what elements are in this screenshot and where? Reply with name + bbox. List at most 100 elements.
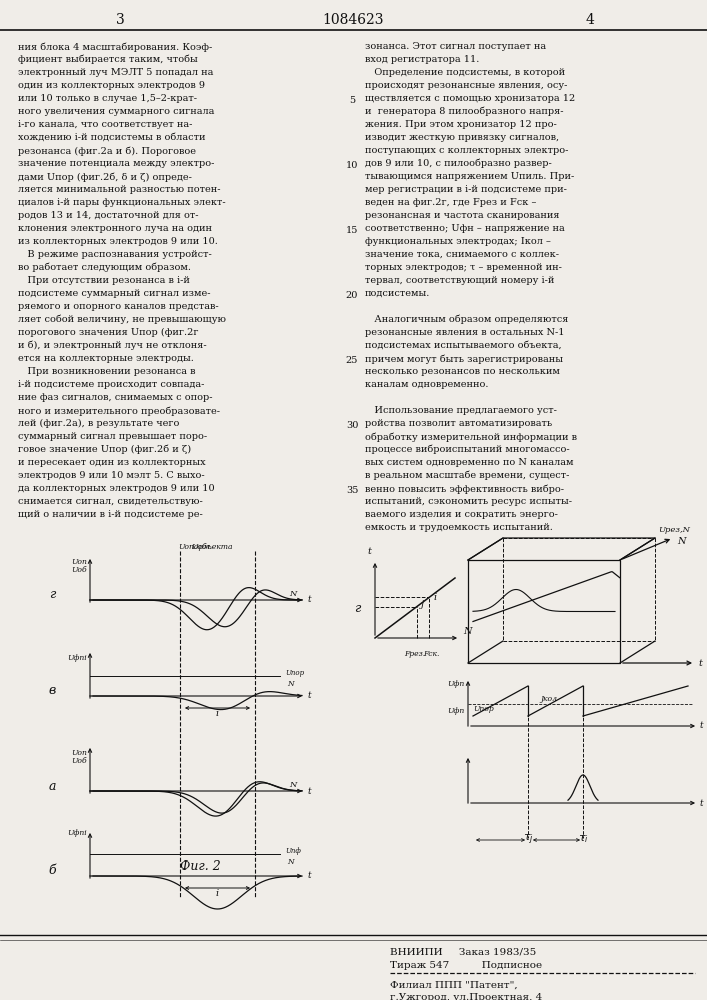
Text: Определение подсистемы, в которой: Определение подсистемы, в которой [365,68,565,77]
Text: б: б [48,864,56,878]
Text: подсистеме суммарный сигнал изме-: подсистеме суммарный сигнал изме- [18,289,211,298]
Text: значение тока, снимаемого с коллек-: значение тока, снимаемого с коллек- [365,250,559,259]
Text: мер регистрации в i-й подсистеме при-: мер регистрации в i-й подсистеме при- [365,185,567,194]
Text: функциональных электродах; Iкол –: функциональных электродах; Iкол – [365,237,551,246]
Text: вход регистратора 11.: вход регистратора 11. [365,55,479,64]
Text: ного увеличения суммарного сигнала: ного увеличения суммарного сигнала [18,107,214,116]
Text: 35: 35 [346,486,358,495]
Text: Uоп: Uоп [71,558,87,566]
Text: 15: 15 [346,226,358,235]
Text: i-й подсистеме происходит совпада-: i-й подсистеме происходит совпада- [18,380,204,389]
Text: Uфп: Uфп [448,707,465,715]
Text: торных электродов; τ – временной ин-: торных электродов; τ – временной ин- [365,263,562,272]
Text: t: t [700,722,703,730]
Text: щий о наличии в i-й подсистеме ре-: щий о наличии в i-й подсистеме ре- [18,510,203,519]
Text: $\tau_i$: $\tau_i$ [578,833,588,845]
Text: зонанса. Этот сигнал поступает на: зонанса. Этот сигнал поступает на [365,42,546,51]
Text: клонения электронного луча на один: клонения электронного луча на один [18,224,212,233]
Text: 20: 20 [346,291,358,300]
Text: да коллекторных электродов 9 или 10: да коллекторных электродов 9 или 10 [18,484,215,493]
Text: резонансные явления в остальных N-1: резонансные явления в остальных N-1 [365,328,564,337]
Text: Fск.: Fск. [423,650,440,658]
Text: ние фаз сигналов, снимаемых с опор-: ние фаз сигналов, снимаемых с опор- [18,393,213,402]
Text: Тираж 547          Подписное: Тираж 547 Подписное [390,960,542,970]
Text: i-го канала, что соответствует на-: i-го канала, что соответствует на- [18,120,192,129]
Text: обработку измерительной информации в: обработку измерительной информации в [365,432,577,442]
Text: несколько резонансов по нескольким: несколько резонансов по нескольким [365,367,560,376]
Text: и  генератора 8 пилообразного напря-: и генератора 8 пилообразного напря- [365,107,563,116]
Text: происходят резонансные явления, осу-: происходят резонансные явления, осу- [365,81,568,90]
Text: дов 9 или 10, с пилообразно развер-: дов 9 или 10, с пилообразно развер- [365,159,551,168]
Text: В режиме распознавания устройст-: В режиме распознавания устройст- [18,250,212,259]
Text: Uоб: Uоб [71,757,87,765]
Text: дами Uпор (фиг.2б, δ и ζ) опреде-: дами Uпор (фиг.2б, δ и ζ) опреде- [18,172,192,182]
Text: t: t [307,786,310,796]
Text: емкость и трудоемкость испытаний.: емкость и трудоемкость испытаний. [365,523,553,532]
Text: лей (фиг.2а), в результате чего: лей (фиг.2а), в результате чего [18,419,180,428]
Text: г: г [49,588,55,601]
Text: 25: 25 [346,356,358,365]
Text: 3: 3 [116,13,124,27]
Text: При возникновении резонанса в: При возникновении резонанса в [18,367,196,376]
Text: вых систем одновременно по N каналам: вых систем одновременно по N каналам [365,458,573,467]
Text: N: N [286,858,293,866]
Text: подсистемах испытываемого объекта,: подсистемах испытываемого объекта, [365,341,561,350]
Text: г: г [354,601,360,614]
Text: тывающимся напряжением Uпиль. При-: тывающимся напряжением Uпиль. При- [365,172,574,181]
Text: ляет собой величину, не превышающую: ляет собой величину, не превышающую [18,315,226,324]
Text: Uпф: Uпф [285,847,301,855]
Text: ществляется с помощью хронизатора 12: ществляется с помощью хронизатора 12 [365,94,575,103]
Text: тервал, соответствующий номеру i-й: тервал, соответствующий номеру i-й [365,276,554,285]
Text: Uфп: Uфп [448,680,465,688]
Text: ется на коллекторные электроды.: ется на коллекторные электроды. [18,354,194,363]
Text: При отсутствии резонанса в i-й: При отсутствии резонанса в i-й [18,276,190,285]
Text: N: N [289,781,297,789]
Text: венно повысить эффективность вибро-: венно повысить эффективность вибро- [365,484,564,493]
Text: Uоб: Uоб [71,566,87,574]
Text: 10: 10 [346,161,358,170]
Text: 5: 5 [349,96,355,105]
Text: Fрез.: Fрез. [404,650,425,658]
Text: N: N [286,680,293,688]
Text: соответственно; Uфн – напряжение на: соответственно; Uфн – напряжение на [365,224,565,233]
Text: ваемого изделия и сократить энерго-: ваемого изделия и сократить энерго- [365,510,558,519]
Text: в: в [48,684,56,698]
Text: Uобъекта: Uобъекта [192,543,233,551]
Text: циалов i-й пары функциональных элект-: циалов i-й пары функциональных элект- [18,198,226,207]
Text: суммарный сигнал превышает поро-: суммарный сигнал превышает поро- [18,432,207,441]
Text: t: t [367,548,371,556]
Text: ройства позволит автоматизировать: ройства позволит автоматизировать [365,419,552,428]
Text: 4: 4 [585,13,595,27]
Text: j: j [421,600,423,609]
Text: поступающих с коллекторных электро-: поступающих с коллекторных электро- [365,146,568,155]
Text: Jкол: Jкол [540,695,557,703]
Text: Uоп: Uоп [71,749,87,757]
Text: i: i [433,593,436,602]
Text: 30: 30 [346,421,358,430]
Text: Uфпi: Uфпi [67,654,87,662]
Text: резонанса (фиг.2а и б). Пороговое: резонанса (фиг.2а и б). Пороговое [18,146,196,155]
Text: порогового значения Uпор (фиг.2г: порогового значения Uпор (фиг.2г [18,328,199,337]
Text: веден на фиг.2г, где Fрез и Fск –: веден на фиг.2г, где Fрез и Fск – [365,198,537,207]
Text: Uпор: Uпор [473,705,493,713]
Text: Аналогичным образом определяются: Аналогичным образом определяются [365,315,568,324]
Text: каналам одновременно.: каналам одновременно. [365,380,489,389]
Text: i: i [216,710,219,718]
Text: резонансная и частота сканирования: резонансная и частота сканирования [365,211,559,220]
Text: $\tau_j$: $\tau_j$ [522,833,533,847]
Text: ряемого и опорного каналов представ-: ряемого и опорного каналов представ- [18,302,218,311]
Text: снимается сигнал, свидетельствую-: снимается сигнал, свидетельствую- [18,497,203,506]
Text: ВНИИПИ     Заказ 1983/35: ВНИИПИ Заказ 1983/35 [390,948,536,956]
Text: значение потенциала между электро-: значение потенциала между электро- [18,159,214,168]
Text: t: t [307,595,310,604]
Text: изводит жесткую привязку сигналов,: изводит жесткую привязку сигналов, [365,133,559,142]
Text: фициент выбирается таким, чтобы: фициент выбирается таким, чтобы [18,55,198,64]
Text: или 10 только в случае 1,5–2-крат-: или 10 только в случае 1,5–2-крат- [18,94,197,103]
Text: t: t [700,798,703,808]
Text: во работает следующим образом.: во работает следующим образом. [18,263,191,272]
Text: электродов 9 или 10 мэлт 5. С выхо-: электродов 9 или 10 мэлт 5. С выхо- [18,471,204,480]
Text: t: t [307,871,310,880]
Text: причем могут быть зарегистрированы: причем могут быть зарегистрированы [365,354,563,363]
Text: ния блока 4 масштабирования. Коэф-: ния блока 4 масштабирования. Коэф- [18,42,212,51]
Text: в реальном масштабе времени, сущест-: в реальном масштабе времени, сущест- [365,471,569,481]
